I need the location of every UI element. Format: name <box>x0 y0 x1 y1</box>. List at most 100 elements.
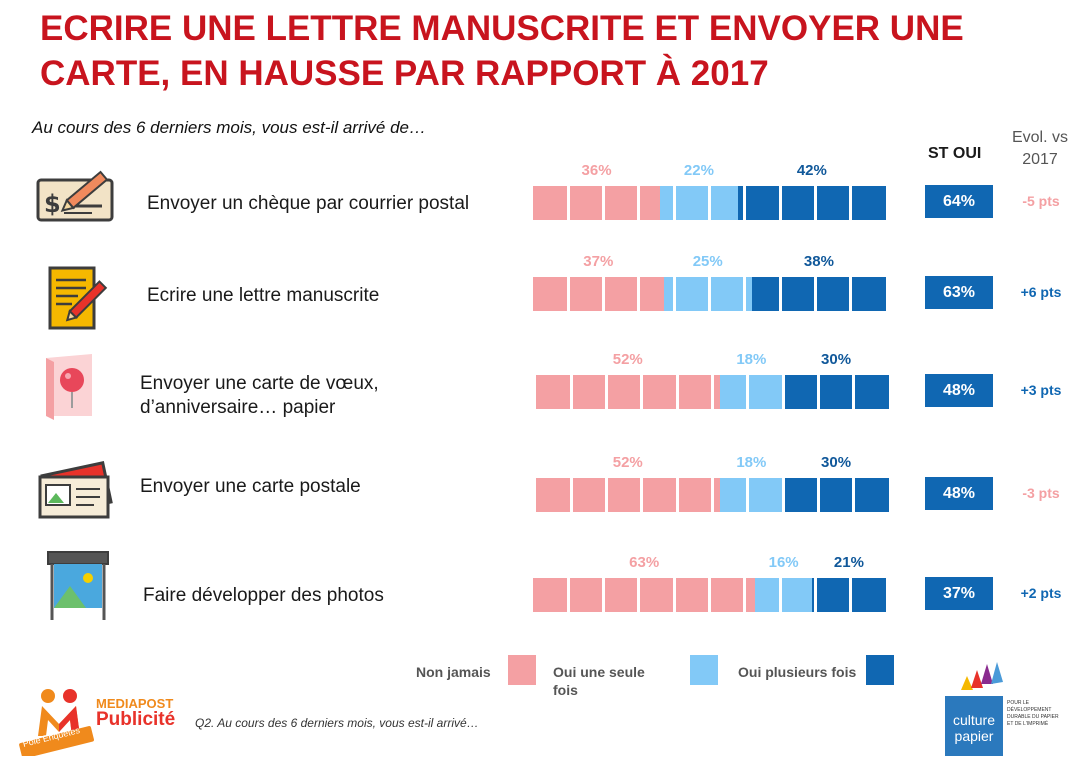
bar-divider <box>743 578 747 612</box>
bar-divider <box>637 578 641 612</box>
bar-divider <box>778 186 782 220</box>
data-label-jamais: 63% <box>629 554 660 571</box>
legend-swatch-une-fois <box>690 655 718 685</box>
bar-segment-une-fois <box>719 375 784 409</box>
bar-segment-une-fois <box>663 277 752 311</box>
data-label-jamais: 52% <box>612 351 643 368</box>
bar-segment-jamais <box>533 578 756 612</box>
evol-value: -5 pts <box>1022 193 1060 209</box>
data-label-une-fois: 18% <box>736 454 767 471</box>
bar-divider <box>852 375 856 409</box>
bar-divider <box>602 277 606 311</box>
culture-tagline: POUR LE DÉVELOPPEMENT DURABLE DU PAPIER … <box>1007 700 1059 727</box>
legend-label-jamais: Non jamais <box>416 664 491 680</box>
st-oui-header: ST OUI <box>928 145 982 162</box>
photo-print-icon <box>34 550 118 622</box>
row-label: Envoyer une carte postale <box>140 476 361 497</box>
stacked-bar <box>536 375 889 409</box>
bar-divider <box>672 277 676 311</box>
bar-divider <box>849 578 853 612</box>
bar-divider <box>637 277 641 311</box>
bar-divider <box>743 186 747 220</box>
evol-value: -3 pts <box>1022 485 1060 501</box>
data-label-plusieurs: 30% <box>821 351 852 368</box>
data-label-jamais: 36% <box>581 162 612 179</box>
bar-divider <box>569 375 573 409</box>
bar-divider <box>605 478 609 512</box>
evol-value: +2 pts <box>1020 585 1062 601</box>
bar-divider <box>778 578 782 612</box>
data-label-plusieurs: 42% <box>796 162 827 179</box>
bar-divider <box>569 478 573 512</box>
bar-segment-une-fois <box>755 578 812 612</box>
letter-pencil-icon <box>34 262 118 334</box>
legend-swatch-jamais <box>508 655 536 685</box>
bar-segment-plusieurs <box>783 375 889 409</box>
bar-divider <box>566 186 570 220</box>
stacked-bar <box>533 578 886 612</box>
bar-divider <box>675 478 679 512</box>
bar-divider <box>605 375 609 409</box>
row-label: Faire développer des photos <box>143 585 384 606</box>
row-label: Envoyer un chèque par courrier postal <box>147 193 470 214</box>
bar-segment-jamais <box>533 277 664 311</box>
mediapost-brand: MEDIAPOST <box>96 696 174 711</box>
bar-divider <box>849 277 853 311</box>
bar-segment-jamais <box>533 186 661 220</box>
postcard-icon <box>34 455 118 527</box>
evol-value: +6 pts <box>1020 284 1062 300</box>
bar-divider <box>708 578 711 612</box>
stacked-bar <box>536 478 889 512</box>
data-label-jamais: 52% <box>612 454 643 471</box>
bar-divider <box>640 478 644 512</box>
bar-divider <box>675 375 679 409</box>
data-label-une-fois: 18% <box>736 351 767 368</box>
legend-swatch-plusieurs <box>866 655 894 685</box>
bar-segment-plusieurs <box>783 478 889 512</box>
row-label: Ecrire une lettre manuscrite <box>147 285 380 306</box>
bar-divider <box>602 578 606 612</box>
bar-divider <box>637 186 641 220</box>
bar-divider <box>816 375 820 409</box>
bar-divider <box>746 375 750 409</box>
bar-divider <box>813 186 817 220</box>
bar-divider <box>711 375 714 409</box>
bar-divider <box>816 478 820 512</box>
bar-divider <box>640 375 644 409</box>
bar-divider <box>778 277 782 311</box>
mediapost-figures-icon <box>19 689 94 759</box>
bar-divider <box>852 478 856 512</box>
st-oui-value: 63% <box>925 276 993 309</box>
st-oui-value: 48% <box>925 374 993 407</box>
culture-word: culture <box>952 712 996 728</box>
bar-segment-plusieurs <box>737 186 886 220</box>
bar-divider <box>849 186 853 220</box>
bar-segment-plusieurs <box>811 578 886 612</box>
bar-divider <box>708 277 711 311</box>
bar-divider <box>708 186 711 220</box>
question-subtitle: Au cours des 6 derniers mois, vous est-i… <box>32 118 426 137</box>
legend-label-plusieurs: Oui plusieurs fois <box>738 664 857 680</box>
check-pen-icon: $ <box>34 158 118 230</box>
page-title: ECRIRE UNE LETTRE MANUSCRITE ET ENVOYER … <box>40 9 964 93</box>
bar-divider <box>566 578 570 612</box>
st-oui-value: 37% <box>925 577 993 610</box>
bar-divider <box>672 186 676 220</box>
culture-papier-logo: culture papier POUR LE DÉVELOPPEMENT DUR… <box>945 660 1065 760</box>
bar-divider <box>781 375 785 409</box>
data-label-plusieurs: 38% <box>803 253 834 270</box>
mediapost-subbrand: Publicité <box>96 709 176 730</box>
evol-header: Evol. vs 2017 <box>1011 129 1068 168</box>
colored-flags-icon <box>961 662 1003 690</box>
bar-divider <box>813 578 817 612</box>
bar-divider <box>781 478 785 512</box>
bar-divider <box>711 478 714 512</box>
greeting-card-icon <box>34 350 118 422</box>
data-label-plusieurs: 21% <box>833 554 864 571</box>
bar-segment-jamais <box>536 375 720 409</box>
bar-segment-plusieurs <box>751 277 886 311</box>
bar-segment-une-fois <box>719 478 784 512</box>
legend-label-une-fois: Oui une seule fois <box>553 664 645 698</box>
bar-segment-jamais <box>536 478 720 512</box>
bar-divider <box>743 277 747 311</box>
